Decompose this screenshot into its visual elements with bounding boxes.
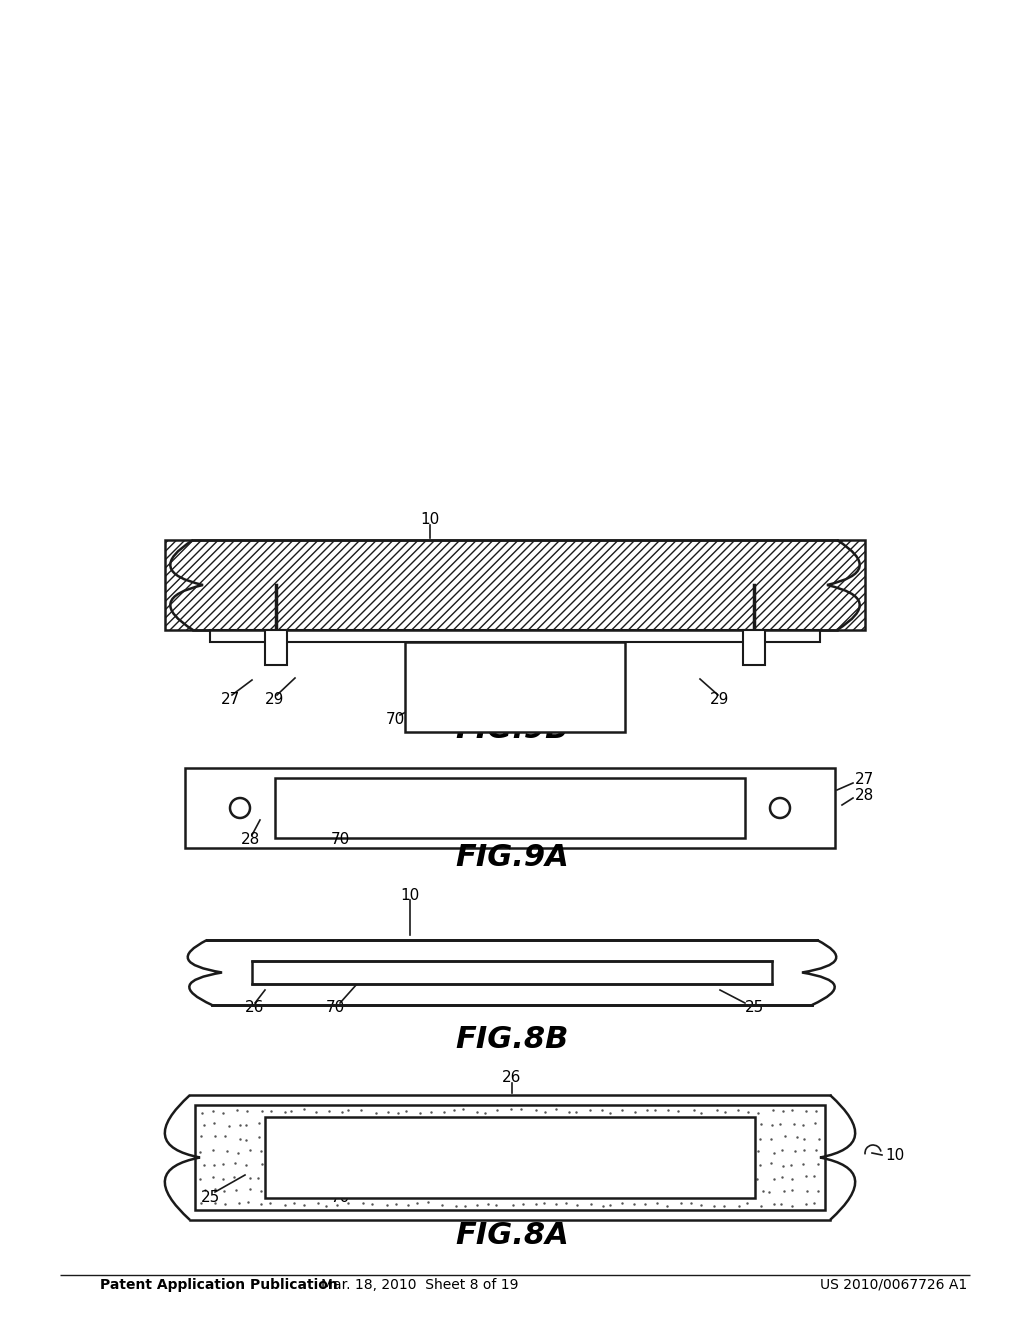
Text: 26: 26	[246, 1001, 264, 1015]
Bar	[275, 777, 745, 838]
Text: Patent Application Publication: Patent Application Publication	[100, 1278, 338, 1292]
Text: 70: 70	[385, 713, 404, 727]
Text: 27: 27	[855, 772, 874, 788]
Bar	[185, 768, 835, 847]
Text: US 2010/0067726 A1: US 2010/0067726 A1	[820, 1278, 968, 1292]
Text: 70: 70	[331, 833, 349, 847]
Text: 26: 26	[503, 1071, 521, 1085]
Bar	[752, 940, 812, 1005]
Text: FIG.8B: FIG.8B	[456, 1026, 568, 1055]
Text: 25: 25	[201, 1191, 219, 1205]
Bar	[252, 961, 772, 983]
Text: 10: 10	[421, 512, 439, 528]
Bar	[265, 1117, 755, 1199]
Bar	[272, 940, 752, 961]
Text: 28: 28	[855, 788, 874, 803]
Text: 25: 25	[745, 1001, 765, 1015]
Bar	[406, 642, 625, 733]
Bar	[212, 940, 272, 1005]
Bar	[195, 1105, 825, 1210]
Text: FIG.8A: FIG.8A	[455, 1221, 569, 1250]
Text: 29: 29	[265, 693, 285, 708]
Text: 70: 70	[326, 1001, 345, 1015]
Text: 10: 10	[400, 887, 420, 903]
Bar	[272, 983, 752, 1005]
Text: FIG.9B: FIG.9B	[456, 715, 568, 744]
Bar	[265, 630, 287, 665]
Bar	[743, 630, 765, 665]
Bar	[210, 630, 820, 642]
Text: Mar. 18, 2010  Sheet 8 of 19: Mar. 18, 2010 Sheet 8 of 19	[322, 1278, 519, 1292]
Text: 27: 27	[220, 693, 240, 708]
Text: 29: 29	[711, 693, 730, 708]
Text: 10: 10	[885, 1147, 904, 1163]
Text: FIG.9A: FIG.9A	[455, 843, 569, 873]
Bar	[165, 540, 865, 630]
Text: 28: 28	[241, 833, 260, 847]
Text: 70: 70	[331, 1191, 349, 1205]
